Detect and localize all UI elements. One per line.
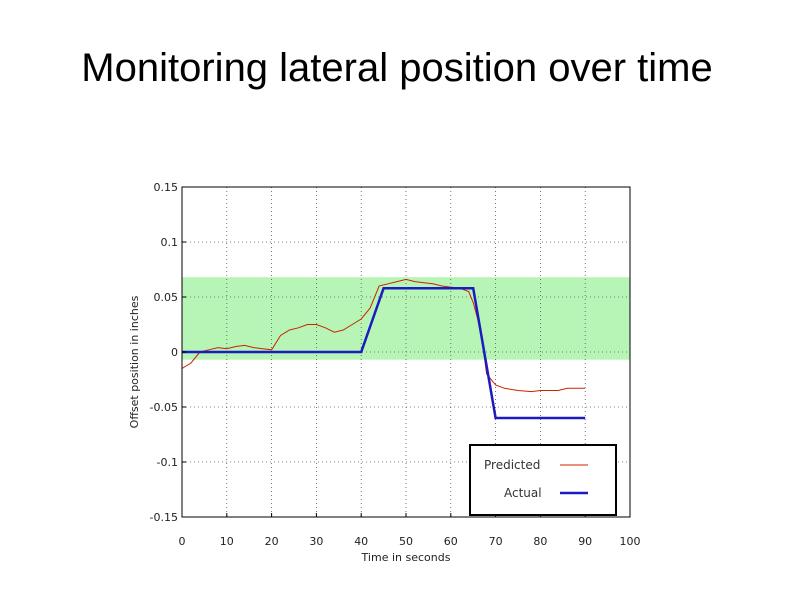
x-tick-label: 90 — [578, 535, 592, 548]
x-tick-label: 30 — [309, 535, 323, 548]
y-tick-label: 0.05 — [154, 291, 179, 304]
x-axis-label: Time in seconds — [361, 551, 451, 564]
y-tick-label: -0.1 — [157, 456, 178, 469]
legend-box — [469, 444, 617, 516]
slide-title: Monitoring lateral position over time — [81, 46, 713, 90]
x-tick-label: 80 — [533, 535, 547, 548]
y-tick-label: -0.05 — [150, 401, 178, 414]
x-tick-label: 60 — [444, 535, 458, 548]
legend-label-actual: Actual — [504, 486, 542, 500]
y-tick-label: 0.1 — [161, 236, 179, 249]
legend: Predicted Actual — [469, 444, 617, 516]
x-tick-label: 0 — [179, 535, 186, 548]
legend-label-predicted: Predicted — [484, 458, 540, 472]
acceptable-band — [182, 277, 630, 360]
y-tick-labels: 0.15 0.1 0.05 0 -0.05 -0.1 -0.15 — [150, 181, 186, 524]
x-tick-label: 40 — [354, 535, 368, 548]
series-predicted-line — [181, 278, 586, 393]
x-tick-label: 20 — [265, 535, 279, 548]
x-tick-label: 50 — [399, 535, 413, 548]
x-tick-label: 100 — [620, 535, 641, 548]
y-tick-label: 0 — [171, 346, 178, 359]
series-actual-line — [182, 286, 586, 420]
x-tick-label: 70 — [489, 535, 503, 548]
y-tick-label: 0.15 — [154, 181, 179, 194]
y-axis-label: Offset position in inches — [128, 295, 141, 428]
x-tick-label: 10 — [220, 535, 234, 548]
x-tick-labels: 0 10 20 30 40 50 60 70 80 90 100 — [179, 513, 641, 548]
y-tick-label: -0.15 — [150, 511, 178, 524]
